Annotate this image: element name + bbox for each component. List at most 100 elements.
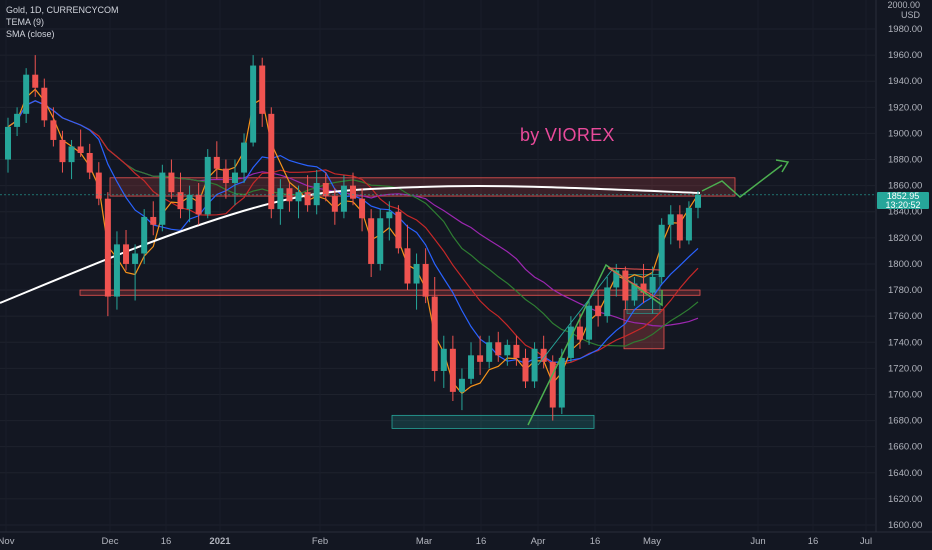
price-tick-label: 1700.00 [888, 389, 922, 400]
candle-body [23, 74, 30, 114]
candle-body [150, 216, 157, 225]
candles [5, 55, 701, 421]
price-tick-label: 1660.00 [888, 442, 922, 453]
candle-body [104, 198, 111, 297]
tema-indicator-label[interactable]: TEMA (9) [6, 17, 45, 27]
candle-body [468, 355, 475, 379]
candle-body [676, 214, 683, 241]
time-tick-label: Mar [416, 536, 432, 547]
price-tick-label: 1840.00 [888, 207, 922, 218]
candle-body [549, 361, 556, 408]
price-axis: 1600.00 1620.00 1640.00 1660.00 1680.00 1700.… [0, 0, 932, 533]
candle-body [295, 192, 302, 202]
candle-body [50, 120, 57, 140]
price-tick-label: 1960.00 [888, 50, 922, 61]
candle-body [95, 172, 102, 199]
candle-body [586, 305, 593, 340]
candle-body [186, 194, 193, 210]
candle-body [404, 248, 411, 284]
candle-body [458, 378, 465, 392]
chart-legend: Gold, 1D, CURRENCYCOM TEMA (9) SMA (clos… [6, 4, 119, 40]
candle-body [231, 172, 238, 184]
price-tick-label: 1940.00 [888, 76, 922, 87]
sma-indicator-label[interactable]: SMA (close) [6, 29, 55, 39]
candle-body [395, 211, 402, 249]
candle-body [68, 146, 75, 163]
candle-body [113, 244, 120, 297]
price-tick-label: 1820.00 [888, 233, 922, 244]
candle-body [440, 348, 447, 371]
candle-body [640, 283, 647, 293]
candle-body [241, 142, 248, 173]
candle-body [32, 74, 39, 88]
uptrend-drawing [527, 263, 663, 426]
price-tick-label: 1720.00 [888, 363, 922, 374]
candle-body [495, 342, 502, 356]
price-tick-label: 1600.00 [888, 520, 922, 531]
candle-body [222, 168, 229, 184]
time-tick-label: May [643, 536, 661, 547]
candle-body [513, 344, 520, 358]
candle-body [204, 156, 211, 215]
price-tick-label: 1740.00 [888, 337, 922, 348]
candle-body [567, 326, 574, 358]
candle-body [159, 172, 166, 225]
price-tick-label: 1880.00 [888, 155, 922, 166]
time-tick-label: 16 [808, 536, 819, 547]
candle-body [386, 211, 393, 219]
author-watermark: by VIOREX [520, 125, 615, 145]
price-tick-label: 1620.00 [888, 494, 922, 505]
trend-drawings [0, 159, 875, 426]
time-tick-label: 2021 [209, 536, 231, 547]
candle-body [331, 196, 338, 212]
candle-body [86, 153, 93, 173]
candle-body [531, 348, 538, 382]
last-price-badge: 1852.95 13:20:52 [877, 192, 929, 209]
price-tick-label: 1780.00 [888, 285, 922, 296]
channel-line [537, 269, 613, 366]
base-zone [391, 414, 595, 429]
time-tick-label: Jul [860, 536, 872, 547]
flag-lines [607, 267, 661, 301]
candle-body [132, 253, 139, 264]
candle-body [268, 113, 275, 210]
candle-body [168, 172, 175, 193]
candle-body [522, 357, 529, 382]
candle-body [540, 348, 547, 362]
candle-body [477, 355, 484, 362]
last-price-value: 1852.95 [886, 191, 920, 201]
bar-countdown: 13:20:52 [885, 199, 921, 210]
candle-body [604, 287, 611, 317]
time-tick-label: Feb [312, 536, 328, 547]
projection-path [701, 164, 783, 198]
price-tick-label: 1640.00 [888, 468, 922, 479]
candle-body [195, 194, 202, 215]
candle-body [631, 283, 638, 301]
time-axis: Nov Dec 16 2021 Feb Mar 16 Apr 16 May Jun 16 Jul [0, 536, 872, 547]
candle-body [123, 244, 130, 264]
candle-body [368, 218, 375, 264]
time-tick-label: Apr [531, 536, 546, 547]
candle-body [14, 113, 21, 127]
candle-body [685, 207, 692, 241]
candle-body [322, 183, 329, 197]
candle-body [340, 185, 347, 212]
candle-body [41, 87, 48, 121]
candle-body [667, 214, 674, 225]
candle-body [141, 216, 148, 254]
symbol-title[interactable]: Gold, 1D, CURRENCYCOM [6, 5, 119, 15]
candle-body [576, 326, 583, 340]
candle-body [359, 198, 366, 219]
candle-body [59, 139, 66, 163]
candle-body [413, 263, 420, 284]
price-tick-label: 1680.00 [888, 416, 922, 427]
currency-top-tick: 2000.00 [887, 0, 920, 10]
candle-body [304, 192, 311, 206]
candle-body [350, 185, 356, 199]
time-tick-label: Nov [0, 536, 15, 547]
support-zone [79, 289, 701, 296]
time-tick-label: 16 [161, 536, 172, 547]
projection-arrowhead [775, 159, 790, 173]
candle-body [658, 224, 665, 277]
